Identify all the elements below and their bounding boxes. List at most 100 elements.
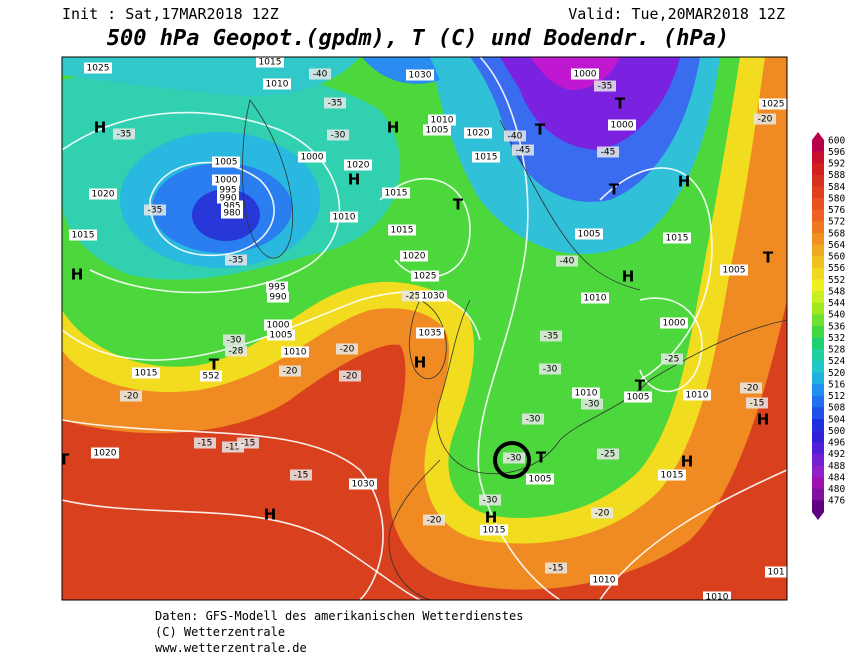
- map-value-label: -40: [560, 257, 575, 267]
- colorbar-label: 528: [828, 345, 845, 356]
- colorbar-label: 508: [828, 403, 845, 414]
- map-value-label: 1005: [723, 266, 746, 276]
- label-box: [539, 363, 561, 375]
- map-value-label: -45: [601, 148, 616, 158]
- label-box: [581, 292, 609, 304]
- map-value-label: -30: [331, 131, 346, 141]
- pressure-center: T: [763, 249, 774, 267]
- colorbar-cell: [812, 233, 824, 245]
- label-box: [327, 129, 349, 141]
- pressure-center: H: [757, 411, 770, 429]
- map-value-label: 1020: [403, 252, 426, 262]
- colorbar-cell: [812, 465, 824, 478]
- label-box: [406, 69, 434, 81]
- colorbar-label: 548: [828, 286, 845, 297]
- map-value-label: -30: [507, 454, 522, 464]
- map-value-label: -20: [340, 345, 355, 355]
- colorbar-label: 564: [828, 240, 845, 251]
- label-box: [581, 398, 603, 410]
- colorbar-cell: [812, 326, 824, 338]
- map-value-label: -15: [750, 399, 765, 409]
- contour: [62, 419, 384, 600]
- label-box: [594, 80, 616, 92]
- label-box: [225, 254, 247, 266]
- colorbar-cell: [812, 209, 824, 222]
- colorbar-tip: [812, 132, 824, 140]
- map-value-label: -30: [585, 400, 600, 410]
- label-box: [349, 478, 377, 490]
- map-value-label: 980: [223, 209, 240, 219]
- map-value-label: 1015: [483, 526, 506, 536]
- colorbar-label: 544: [828, 298, 845, 309]
- map-value-label: -20: [124, 392, 139, 402]
- pressure-center: H: [678, 173, 691, 191]
- label-box: [223, 334, 245, 346]
- label-box: [512, 144, 534, 156]
- footer-line: (C) Wetterzentrale: [155, 625, 285, 639]
- map-value-label: 1025: [87, 64, 110, 74]
- map-value-label: 1000: [663, 319, 686, 329]
- label-box: [556, 255, 578, 267]
- map-value-label: 1010: [284, 348, 307, 358]
- map-value-label: -35: [328, 99, 343, 109]
- label-box: [237, 437, 259, 449]
- colorbar-label: 552: [828, 275, 845, 286]
- label-box: [221, 200, 243, 212]
- map-value-label: 1010: [266, 80, 289, 90]
- pressure-center: T: [635, 377, 646, 395]
- map-value-label: -30: [526, 415, 541, 425]
- map-value-label: 995: [268, 283, 285, 293]
- map-value-label: 1005: [578, 230, 601, 240]
- coastline: [409, 299, 447, 380]
- label-box: [419, 290, 447, 302]
- map-value-label: -20: [343, 372, 358, 382]
- colorbar-label: 568: [828, 228, 845, 239]
- label-box: [113, 128, 135, 140]
- colorbar-label: 580: [828, 193, 845, 204]
- label-box: [267, 329, 295, 341]
- map-value-label: 1005: [426, 126, 449, 136]
- map-value-label: -15: [549, 564, 564, 574]
- label-box: [298, 151, 326, 163]
- colorbar-cell: [812, 488, 824, 501]
- colorbar-label: 600: [828, 135, 845, 146]
- footer-line: Daten: GFS-Modell des amerikanischen Wet…: [155, 609, 523, 623]
- label-box: [402, 290, 424, 302]
- label-box: [423, 124, 451, 136]
- pressure-center: H: [414, 354, 427, 372]
- colorbar: 6005965925885845805765725685645605565525…: [812, 132, 845, 520]
- label-box: [522, 413, 544, 425]
- colorbar-cell: [812, 267, 824, 280]
- map-value-label: 1010: [686, 391, 709, 401]
- map-value-label: 990: [219, 194, 236, 204]
- label-box: [217, 192, 239, 204]
- footer-line: www.wetterzentrale.de: [155, 641, 307, 655]
- colorbar-cell: [812, 174, 824, 187]
- label-box: [683, 389, 711, 401]
- colorbar-label: 512: [828, 391, 845, 402]
- colorbar-cell: [812, 314, 824, 327]
- colorbar-cell: [812, 337, 824, 350]
- map-value-label: 1005: [529, 475, 552, 485]
- label-box: [221, 207, 243, 219]
- map-value-label: 1015: [385, 189, 408, 199]
- map-value-label: -35: [544, 332, 559, 342]
- label-box: [571, 68, 599, 80]
- map-value-label: -15: [226, 443, 241, 453]
- highlight-circle: [493, 441, 531, 479]
- label-box: [720, 264, 748, 276]
- colorbar-cell: [812, 395, 824, 408]
- map-value-label: 1030: [422, 292, 445, 302]
- label-box: [740, 382, 762, 394]
- map-value-label: 1025: [414, 272, 437, 282]
- map-value-label: 1005: [215, 158, 238, 168]
- label-box: [89, 188, 117, 200]
- label-box: [69, 229, 97, 241]
- label-box: [703, 591, 731, 600]
- colorbar-cell: [812, 372, 824, 385]
- map-value-label: 1010: [706, 593, 729, 603]
- colorbar-label: 520: [828, 368, 845, 379]
- colorbar-cell: [812, 151, 824, 164]
- colorbar-cell: [812, 244, 824, 257]
- label-box: [264, 319, 292, 331]
